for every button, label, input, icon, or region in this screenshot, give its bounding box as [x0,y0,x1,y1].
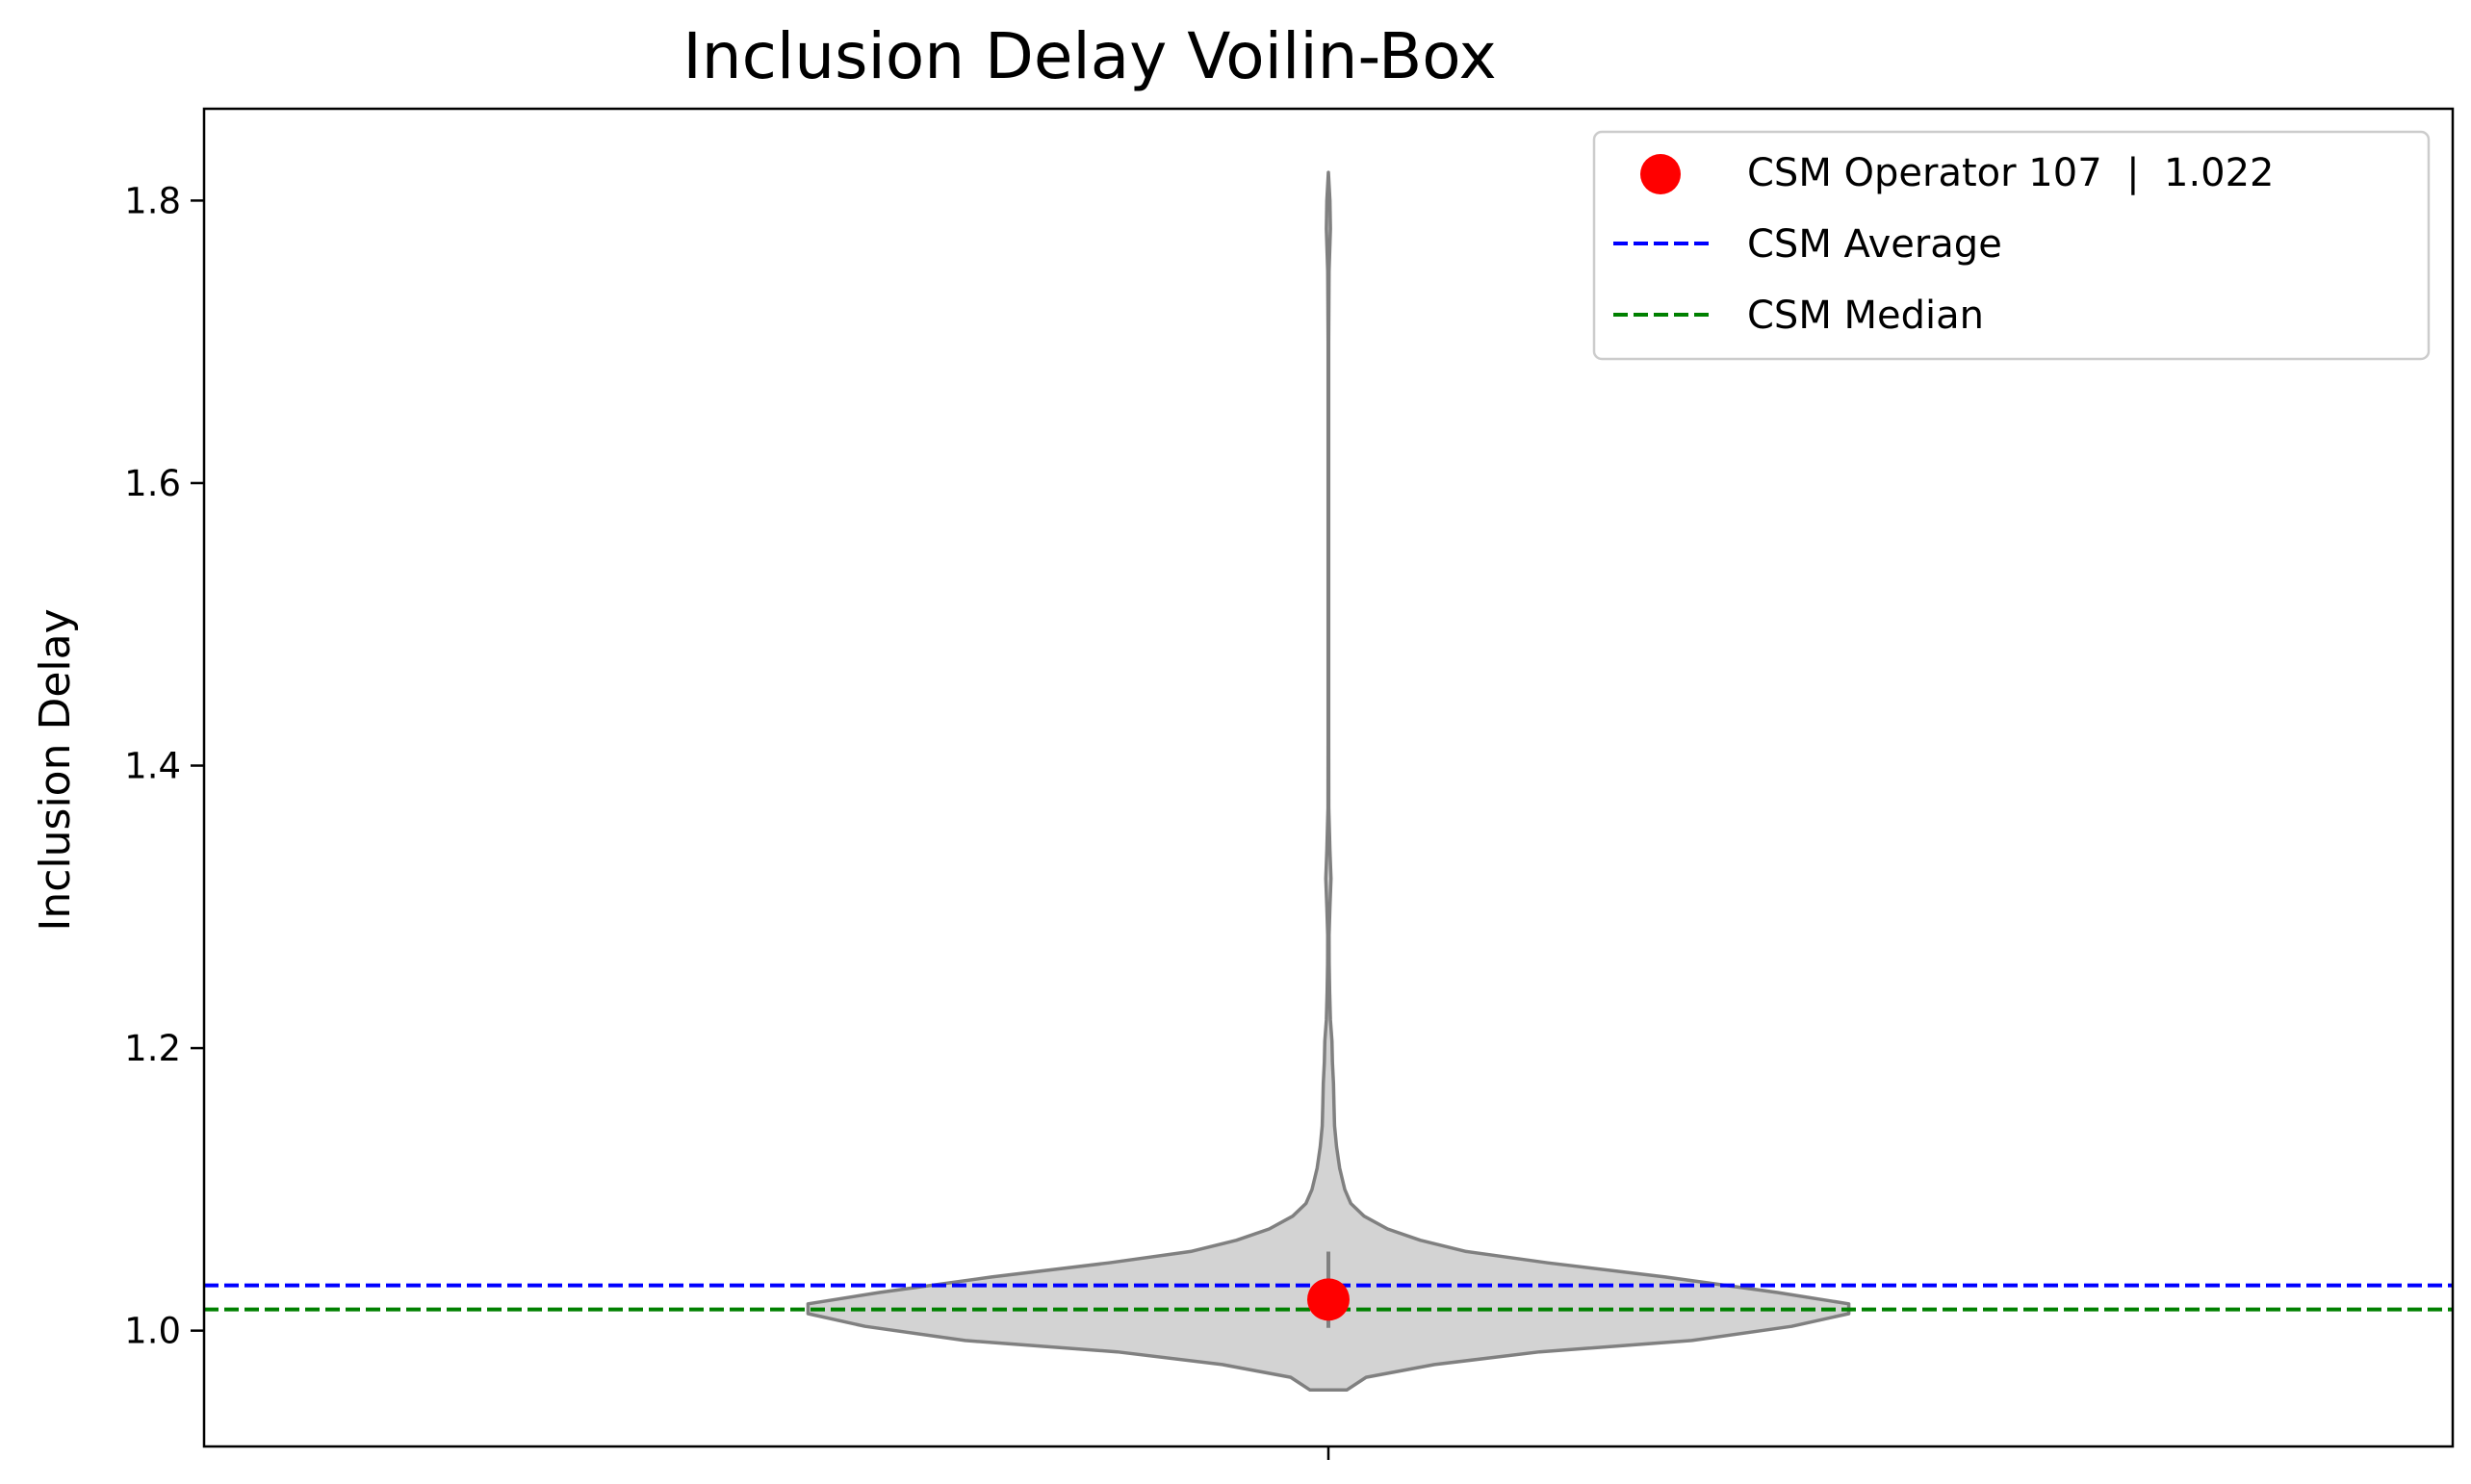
legend-average-label: CSM Average [1747,222,2002,267]
violin-body [806,170,1851,1393]
legend-median-label: CSM Median [1747,294,1984,338]
legend-operator-label: CSM Operator 107 | 1.022 [1747,151,2275,195]
y-axis-title: Inclusion Delay [31,608,80,931]
legend: CSM Operator 107 | 1.022 CSM Average CSM… [1592,130,2431,361]
y-tick-label: 1.6 [124,463,181,504]
legend-operator-marker [1640,154,1681,194]
operator-point [1307,1278,1350,1321]
y-tick-label: 1.0 [124,1311,181,1352]
chart-title: Inclusion Delay Voilin-Box [682,19,1496,93]
legend-frame [1592,130,2431,361]
y-tick-label: 1.4 [124,746,181,787]
y-tick-label: 1.8 [124,180,181,221]
y-tick-label: 1.2 [124,1028,181,1069]
